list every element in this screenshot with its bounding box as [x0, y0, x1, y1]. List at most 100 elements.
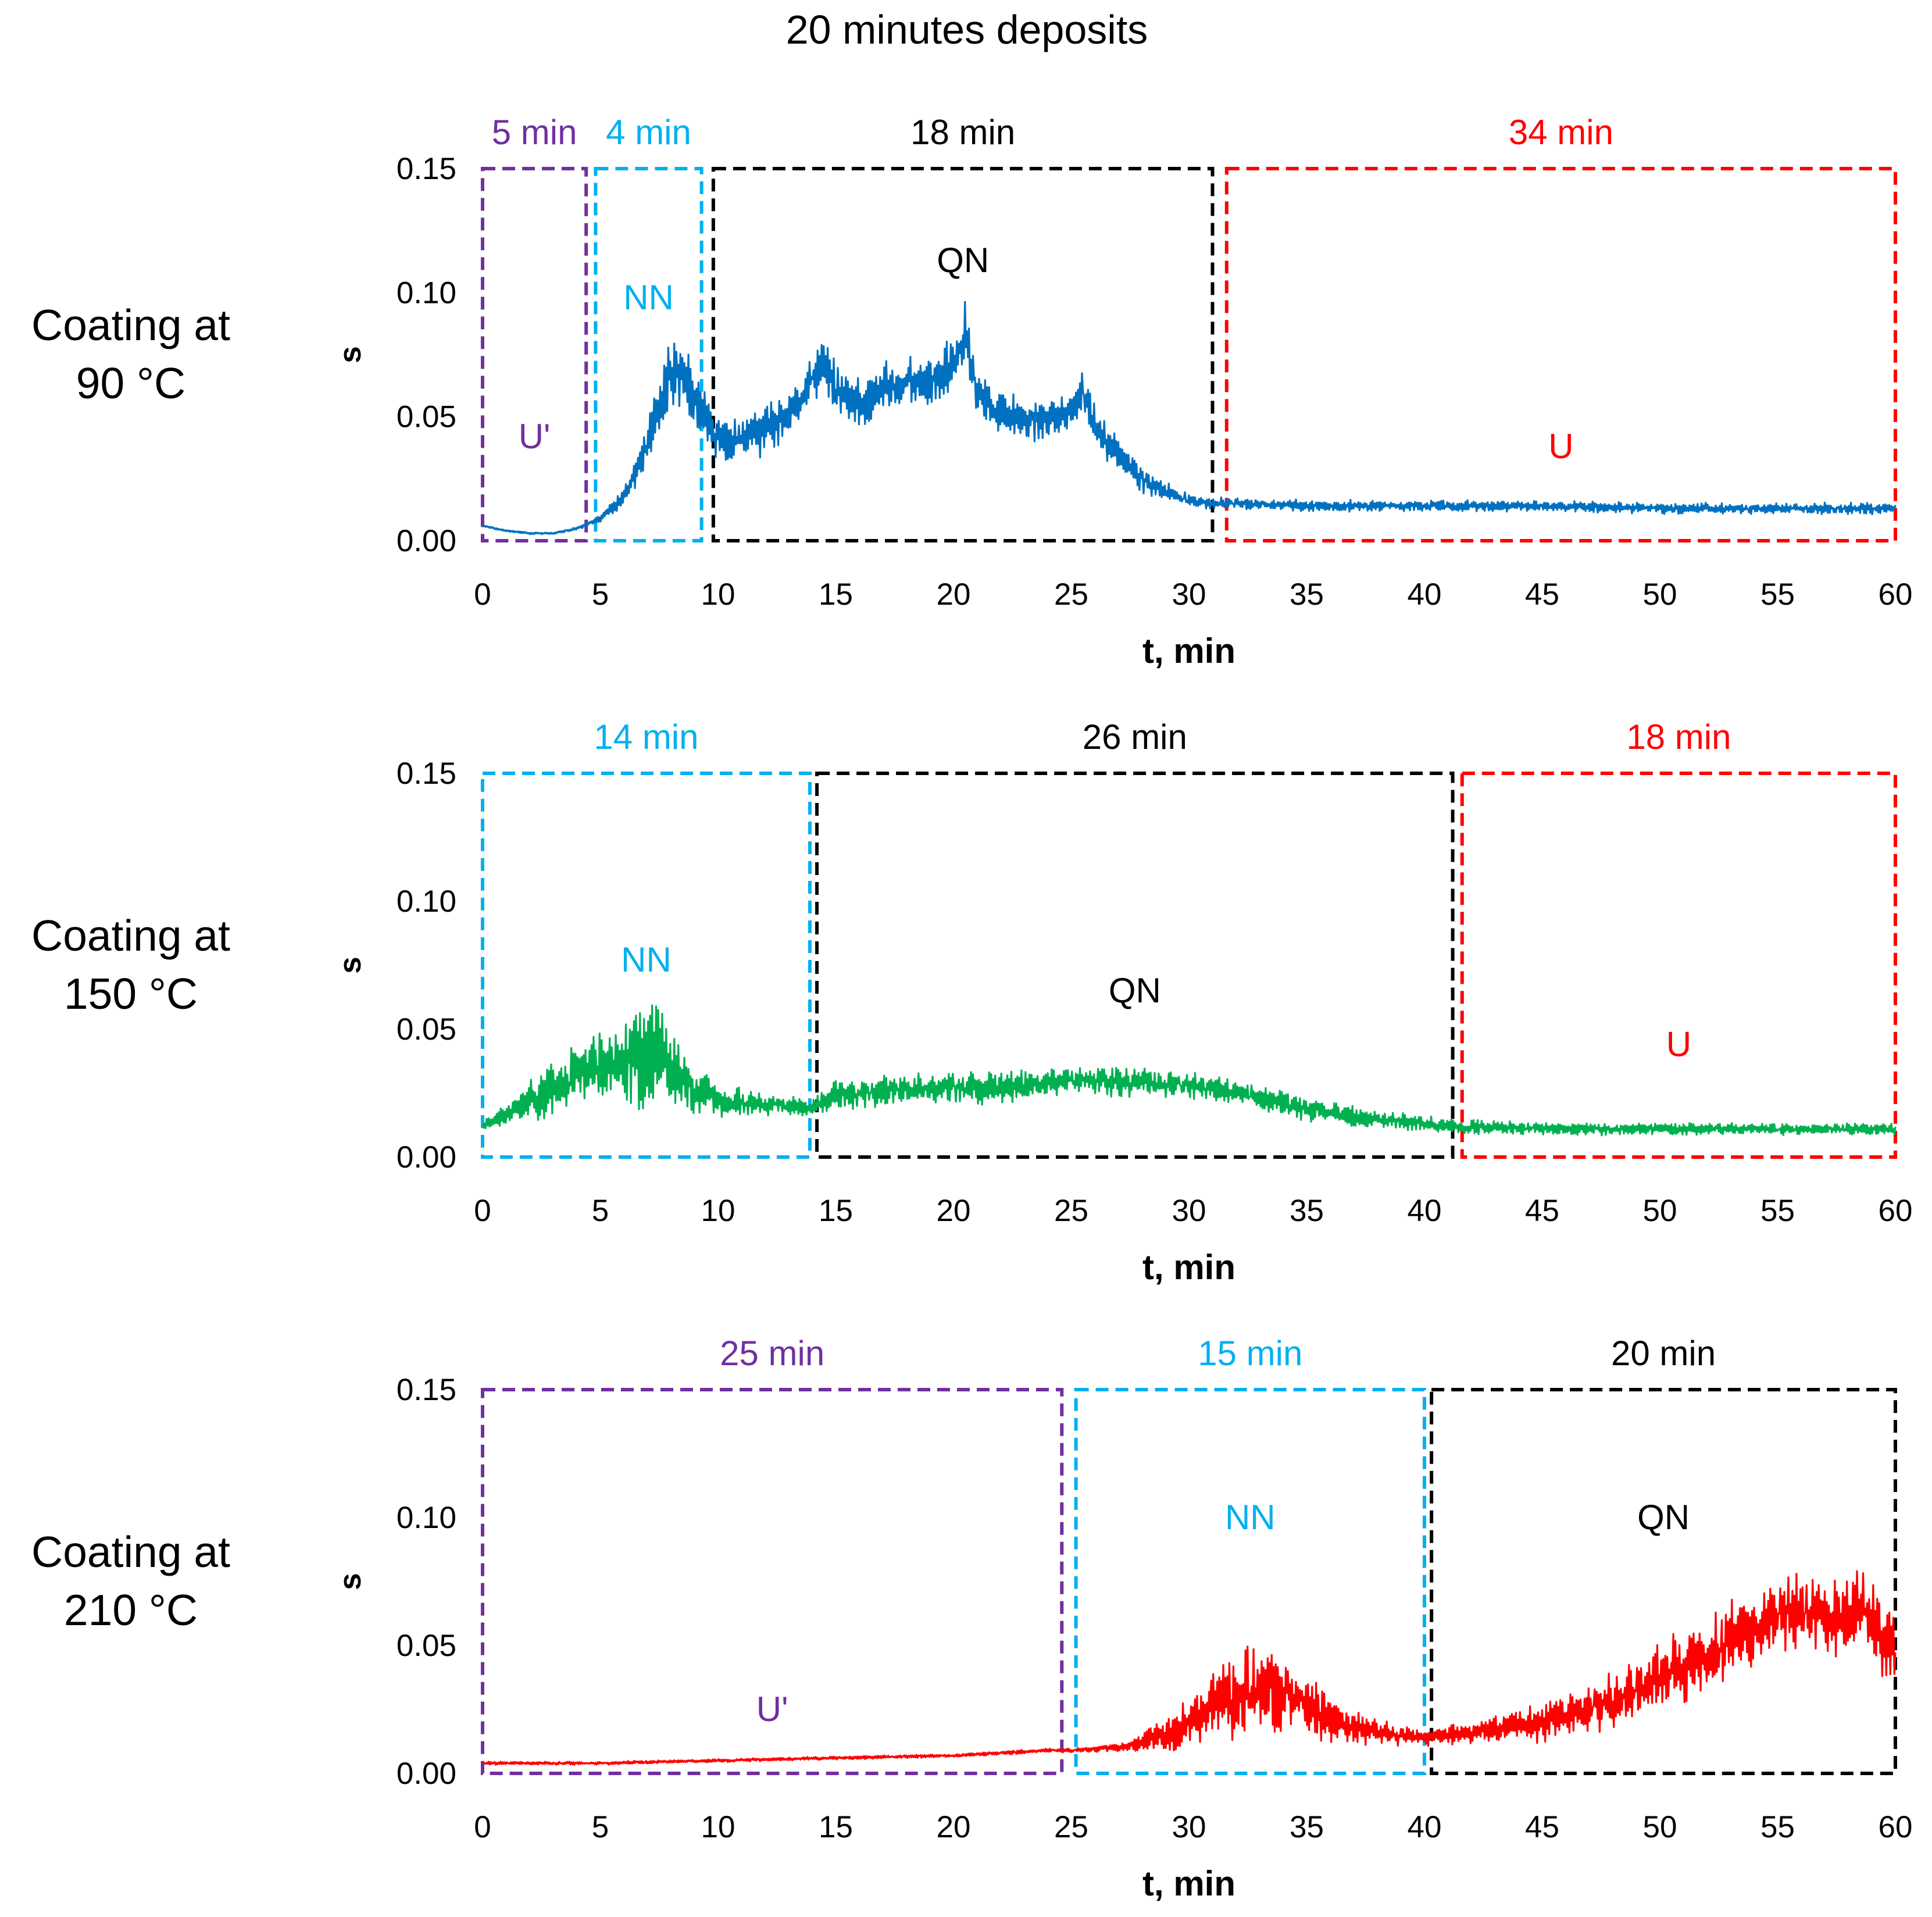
row-label-line1: Coating at [31, 1527, 230, 1576]
x-tick-label: 20 [937, 1810, 971, 1844]
y-tick-label: 0.05 [397, 1629, 456, 1663]
y-tick-label: 0.00 [397, 1757, 456, 1791]
row-label-line2: 150 °C [64, 969, 198, 1018]
region-phase-label: NN [623, 278, 674, 317]
y-tick-label: 0.10 [397, 276, 456, 310]
region-phase-label: U [1666, 1024, 1691, 1063]
x-tick-label: 25 [1054, 1810, 1088, 1844]
y-tick-label: 0.10 [397, 1501, 456, 1535]
series-line [482, 301, 1897, 536]
region-phase-label: U' [756, 1690, 788, 1729]
y-tick-label: 0.05 [397, 400, 456, 434]
x-tick-label: 15 [819, 1194, 853, 1228]
region-phase-label: NN [1225, 1498, 1276, 1537]
region-phase-label: U' [519, 417, 551, 456]
x-tick-label: 30 [1172, 1194, 1206, 1228]
x-tick-label: 20 [937, 577, 971, 612]
region-box [1460, 772, 1898, 1159]
region-duration-label: 25 min [720, 1334, 824, 1373]
region-box [815, 772, 1455, 1159]
region-box [481, 772, 812, 1159]
x-tick-label: 40 [1408, 1810, 1442, 1844]
x-tick-label: 50 [1643, 1810, 1677, 1844]
region-duration-label: 34 min [1509, 113, 1613, 152]
x-tick-label: 10 [701, 577, 735, 612]
region-box [481, 1388, 1064, 1775]
x-tick-label: 10 [701, 1810, 735, 1844]
x-tick-label: 55 [1760, 1810, 1795, 1844]
row-label-line1: Coating at [31, 301, 230, 349]
x-tick-label: 55 [1760, 577, 1795, 612]
region-box [1430, 1388, 1897, 1775]
series-line [481, 1004, 1897, 1137]
region-box [711, 167, 1215, 542]
region-box [594, 167, 703, 542]
region-phase-label: QN [937, 241, 989, 280]
y-axis-label: s [333, 346, 367, 363]
x-tick-label: 5 [592, 577, 609, 612]
panel-210c: Coating at 210 °C s 0.00 0.05 0.10 0.15 0 5 10 15 2… [31, 1334, 1912, 1903]
region-box [481, 167, 588, 542]
y-tick-label: 0.15 [397, 756, 456, 791]
panel-150c: Coating at 150 °C s 0.00 0.05 0.10 0.15 0 5 10 15 2… [31, 717, 1912, 1287]
x-tick-label: 55 [1760, 1194, 1795, 1228]
y-tick-label: 0.15 [397, 1373, 456, 1407]
x-tick-label: 45 [1525, 577, 1559, 612]
region-phase-label: QN [1637, 1498, 1690, 1537]
panel-90c: Coating at 90 °C s 0.00 0.05 0.10 0.15 0 5 10 15 20… [31, 113, 1912, 670]
region-duration-label: 18 min [910, 113, 1015, 152]
region-duration-label: 4 min [606, 113, 691, 152]
x-tick-label: 35 [1290, 577, 1324, 612]
region-box [1074, 1388, 1426, 1775]
figure-title: 20 minutes deposits [786, 7, 1148, 52]
x-tick-label: 50 [1643, 577, 1677, 612]
row-label-line1: Coating at [31, 911, 230, 960]
x-axis-label: t, min [1142, 1248, 1235, 1287]
y-axis-label: s [333, 956, 367, 973]
series-line [481, 1570, 1897, 1766]
region-phase-label: NN [621, 940, 672, 979]
x-tick-label: 0 [474, 577, 491, 612]
y-tick-label: 0.15 [397, 152, 456, 186]
x-tick-label: 0 [474, 1194, 491, 1228]
row-label-line2: 210 °C [64, 1586, 198, 1634]
region-duration-label: 20 min [1611, 1334, 1716, 1373]
x-tick-label: 25 [1054, 1194, 1088, 1228]
x-tick-label: 35 [1290, 1194, 1324, 1228]
x-tick-label: 45 [1525, 1810, 1559, 1844]
x-tick-label: 30 [1172, 577, 1206, 612]
x-tick-label: 35 [1290, 1810, 1324, 1844]
x-tick-label: 60 [1879, 1810, 1913, 1844]
x-tick-label: 45 [1525, 1194, 1559, 1228]
x-tick-label: 5 [592, 1810, 609, 1844]
x-axis-label: t, min [1142, 631, 1235, 670]
x-tick-label: 40 [1408, 577, 1442, 612]
x-tick-label: 20 [937, 1194, 971, 1228]
region-duration-label: 5 min [492, 113, 577, 152]
region-duration-label: 26 min [1083, 717, 1187, 756]
y-axis-label: s [333, 1573, 367, 1590]
y-tick-label: 0.00 [397, 524, 456, 558]
x-tick-label: 5 [592, 1194, 609, 1228]
region-phase-label: QN [1109, 971, 1161, 1010]
x-tick-label: 0 [474, 1810, 491, 1844]
x-tick-label: 15 [819, 1810, 853, 1844]
x-axis-label: t, min [1142, 1864, 1235, 1903]
x-tick-label: 60 [1879, 1194, 1913, 1228]
region-phase-label: U [1548, 427, 1573, 466]
y-tick-label: 0.00 [397, 1140, 456, 1175]
x-tick-label: 40 [1408, 1194, 1442, 1228]
x-tick-label: 50 [1643, 1194, 1677, 1228]
region-duration-label: 14 min [594, 717, 698, 756]
x-tick-label: 60 [1879, 577, 1913, 612]
region-duration-label: 18 min [1626, 717, 1731, 756]
region-box [1224, 167, 1897, 542]
x-tick-label: 15 [819, 577, 853, 612]
region-duration-label: 15 min [1198, 1334, 1302, 1373]
x-tick-label: 30 [1172, 1810, 1206, 1844]
x-tick-label: 25 [1054, 577, 1088, 612]
row-label-line2: 90 °C [76, 359, 185, 408]
y-tick-label: 0.05 [397, 1012, 456, 1047]
